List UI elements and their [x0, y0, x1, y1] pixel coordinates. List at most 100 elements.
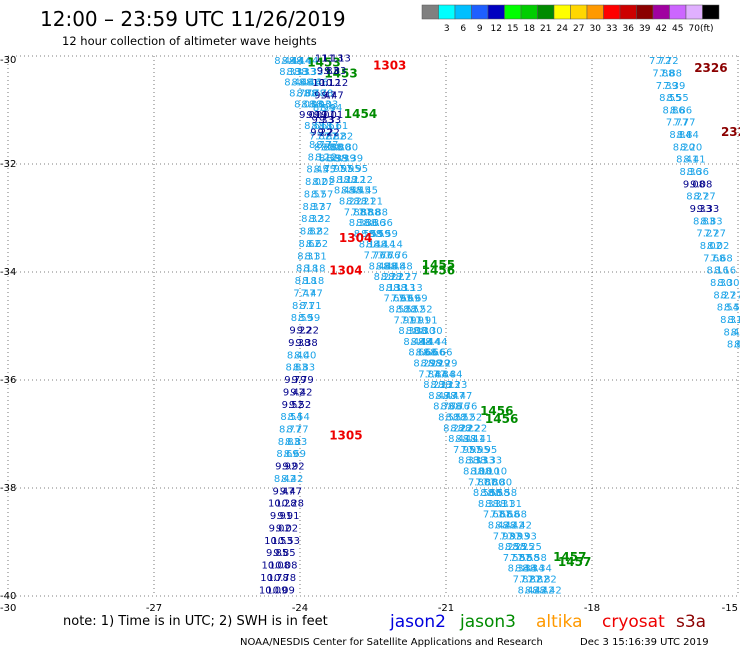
- wave-height-value: 8.57: [311, 189, 333, 200]
- wave-height-value: 8.32: [308, 214, 330, 225]
- wave-height-value: 8.69: [276, 449, 298, 460]
- wave-height-value: 8.59: [376, 229, 398, 240]
- wave-height-value: 8.78: [311, 89, 333, 100]
- wave-height-value: 8.25: [505, 542, 527, 553]
- wave-height-value: 8.45: [341, 186, 363, 197]
- wave-height-value: 8.27: [374, 272, 396, 283]
- wave-height-value: 7.72: [649, 56, 671, 67]
- scale-swatch: [520, 4, 538, 20]
- wave-height-value: 8.58: [480, 488, 502, 499]
- wave-height-value: 8.31: [305, 251, 327, 262]
- wave-height-value: 8.12: [343, 175, 365, 186]
- wave-height-value: 7.39: [663, 81, 685, 92]
- wave-height-value: 8.47: [450, 391, 472, 402]
- wave-height-value: 7.69: [391, 294, 413, 305]
- wave-height-value: 8.62: [727, 340, 740, 351]
- wave-height-value: 7.76: [371, 251, 393, 262]
- scale-label: 39: [639, 24, 651, 34]
- wave-height-value: 10.08: [262, 561, 291, 572]
- wave-height-value: 7.77: [673, 118, 695, 129]
- wave-height-value: 8.42: [525, 585, 547, 596]
- wave-height-value: 9.79: [292, 375, 314, 386]
- wave-height-value: 8.16: [714, 266, 736, 277]
- wave-height-value: 8.31: [720, 315, 740, 326]
- wave-height-value: 9.22: [310, 128, 332, 139]
- wave-height-value: 9.79: [284, 375, 306, 386]
- wave-height-value: 8.48: [376, 261, 398, 272]
- wave-height-value: 8.27: [694, 192, 716, 203]
- scale-label: 12: [491, 24, 502, 34]
- track: 11.139.8310.129.478.949.339.228.778.128.…: [259, 53, 406, 596]
- wave-height-value: 8.31: [500, 499, 522, 510]
- scale-label: 6: [460, 24, 466, 34]
- wave-height-value: 8.47: [443, 391, 465, 402]
- wave-height-value: 8.46: [306, 78, 328, 89]
- wave-height-value: 7.84: [440, 369, 462, 380]
- wave-height-value: 9.85: [273, 548, 295, 559]
- wave-height-value: 8.86: [663, 105, 685, 116]
- wave-height-value: 8.58: [488, 488, 510, 499]
- wave-height-value: 8.71: [299, 301, 321, 312]
- wave-height-value: 8.33: [301, 67, 323, 78]
- wave-height-value: 9.22: [318, 128, 340, 139]
- wave-height-value: 8.52: [388, 305, 410, 316]
- wave-height-value: 9.47: [314, 91, 336, 102]
- scale-label: 33: [606, 24, 617, 34]
- satellite-legend-s3a: s3a: [676, 612, 706, 632]
- wave-height-value: 10.53: [264, 536, 293, 547]
- wave-height-value: 8.61: [311, 121, 333, 132]
- wave-height-value: 8.20: [673, 142, 695, 153]
- wave-height-value: 8.48: [383, 261, 405, 272]
- wave-height-value: 7.91: [408, 315, 430, 326]
- wave-height-value: 8.52: [438, 413, 460, 424]
- scale-swatch: [438, 4, 456, 20]
- wave-height-value: 7.91: [401, 315, 423, 326]
- wave-height-value: 8.27: [395, 272, 417, 283]
- wave-height-value: 8.21: [346, 197, 368, 208]
- wave-height-value: 8.34: [530, 564, 552, 575]
- wave-height-value: 8.30: [420, 326, 442, 337]
- wave-height-value: 8.31: [478, 499, 500, 510]
- wave-height-value: 8.69: [284, 449, 306, 460]
- wave-height-value: 8.77: [279, 424, 301, 435]
- scale-label: 15: [507, 24, 518, 34]
- wave-height-value: 8.52: [410, 305, 432, 316]
- wave-height-value: 9.01: [306, 110, 328, 121]
- wave-height-value: 8.36: [687, 167, 709, 178]
- wave-height-value: 8.46: [299, 78, 321, 89]
- wave-height-value: 7.88: [660, 68, 682, 79]
- wave-height-value: 8.42: [488, 521, 510, 532]
- pass-time-label: 1453: [324, 67, 357, 81]
- wave-height-value: 8.59: [298, 313, 320, 324]
- wave-height-value: 8.77: [286, 424, 308, 435]
- scale-swatch: [487, 4, 505, 20]
- scale-label: 9: [477, 24, 483, 34]
- wave-height-value: 8.13: [400, 283, 422, 294]
- wave-height-value: 8.36: [356, 218, 378, 229]
- wave-height-value: 8.12: [308, 152, 330, 163]
- wave-height-value: 7.84: [418, 369, 440, 380]
- satellite-legend-cryosat: cryosat: [602, 612, 665, 632]
- wave-height-value: 8.36: [349, 218, 371, 229]
- wave-height-value: 8.33: [287, 67, 309, 78]
- wave-height-value: 8.36: [679, 167, 701, 178]
- wave-height-value: 8.25: [520, 542, 542, 553]
- wave-height-value: 9.08: [690, 179, 712, 190]
- wave-height-value: 8.13: [379, 283, 401, 294]
- wave-height-value: 8.76: [448, 402, 470, 413]
- wave-height-value: 8.29: [413, 359, 435, 370]
- lat-lon-grid: [7, 55, 739, 597]
- wave-height-value: 8.42: [274, 474, 296, 485]
- scale-swatch: [537, 4, 555, 20]
- x-tick-label: -30: [0, 603, 16, 614]
- pass-time-label: 1457: [558, 555, 591, 569]
- wave-height-value: 8.29: [435, 359, 457, 370]
- wave-height-value: 9.52: [289, 400, 311, 411]
- footer-credit: NOAA/NESDIS Center for Satellite Applica…: [240, 637, 543, 648]
- wave-height-value: 8.59: [361, 229, 383, 240]
- wave-height-value: 8.14: [373, 240, 395, 251]
- wave-height-value: 8.25: [498, 542, 520, 553]
- wave-height-value: 9.83: [324, 66, 346, 77]
- pass-time-label: 2326: [721, 125, 740, 139]
